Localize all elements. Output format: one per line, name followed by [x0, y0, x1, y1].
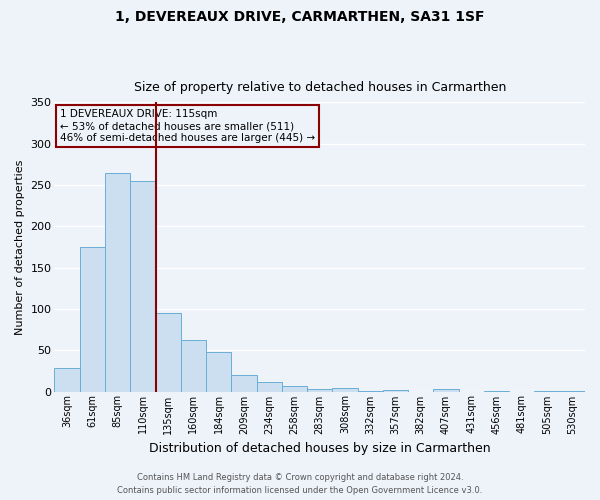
- Bar: [105, 174, 130, 392]
- Text: Contains HM Land Registry data © Crown copyright and database right 2024.
Contai: Contains HM Land Registry data © Crown c…: [118, 474, 482, 495]
- Bar: [155, 313, 181, 392]
- X-axis label: Distribution of detached houses by size in Carmarthen: Distribution of detached houses by size …: [149, 442, 491, 455]
- Text: 1 DEVEREAUX DRIVE: 115sqm
← 53% of detached houses are smaller (511)
46% of semi: 1 DEVEREAUX DRIVE: 115sqm ← 53% of detac…: [60, 110, 315, 142]
- Bar: [55, 368, 80, 392]
- Bar: [181, 340, 206, 392]
- Bar: [383, 390, 408, 392]
- Bar: [206, 352, 232, 392]
- Bar: [232, 375, 257, 392]
- Bar: [433, 389, 458, 392]
- Bar: [332, 388, 358, 392]
- Bar: [307, 389, 332, 392]
- Bar: [484, 390, 509, 392]
- Bar: [80, 247, 105, 392]
- Bar: [282, 386, 307, 392]
- Bar: [560, 390, 585, 392]
- Bar: [257, 382, 282, 392]
- Bar: [130, 181, 155, 392]
- Bar: [535, 390, 560, 392]
- Title: Size of property relative to detached houses in Carmarthen: Size of property relative to detached ho…: [134, 81, 506, 94]
- Y-axis label: Number of detached properties: Number of detached properties: [15, 159, 25, 334]
- Text: 1, DEVEREAUX DRIVE, CARMARTHEN, SA31 1SF: 1, DEVEREAUX DRIVE, CARMARTHEN, SA31 1SF: [115, 10, 485, 24]
- Bar: [358, 390, 383, 392]
